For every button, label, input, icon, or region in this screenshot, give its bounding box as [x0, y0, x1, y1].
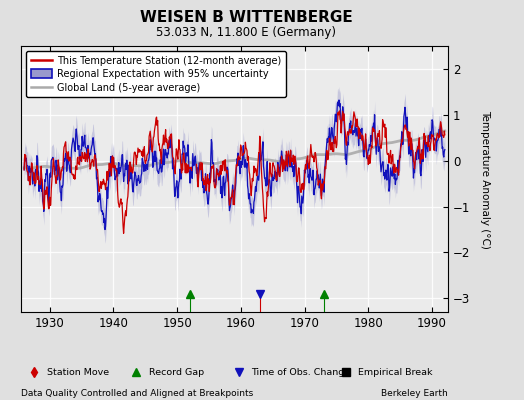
Text: 53.033 N, 11.800 E (Germany): 53.033 N, 11.800 E (Germany) [156, 26, 336, 39]
Text: Record Gap: Record Gap [149, 368, 204, 377]
Text: Data Quality Controlled and Aligned at Breakpoints: Data Quality Controlled and Aligned at B… [21, 389, 253, 398]
Text: Station Move: Station Move [47, 368, 108, 377]
Text: Time of Obs. Change: Time of Obs. Change [252, 368, 351, 377]
Text: Empirical Break: Empirical Break [358, 368, 433, 377]
Text: WEISEN B WITTENBERGE: WEISEN B WITTENBERGE [140, 10, 353, 25]
Legend: This Temperature Station (12-month average), Regional Expectation with 95% uncer: This Temperature Station (12-month avera… [26, 51, 286, 97]
Text: Berkeley Earth: Berkeley Earth [381, 389, 448, 398]
Y-axis label: Temperature Anomaly (°C): Temperature Anomaly (°C) [479, 110, 490, 248]
